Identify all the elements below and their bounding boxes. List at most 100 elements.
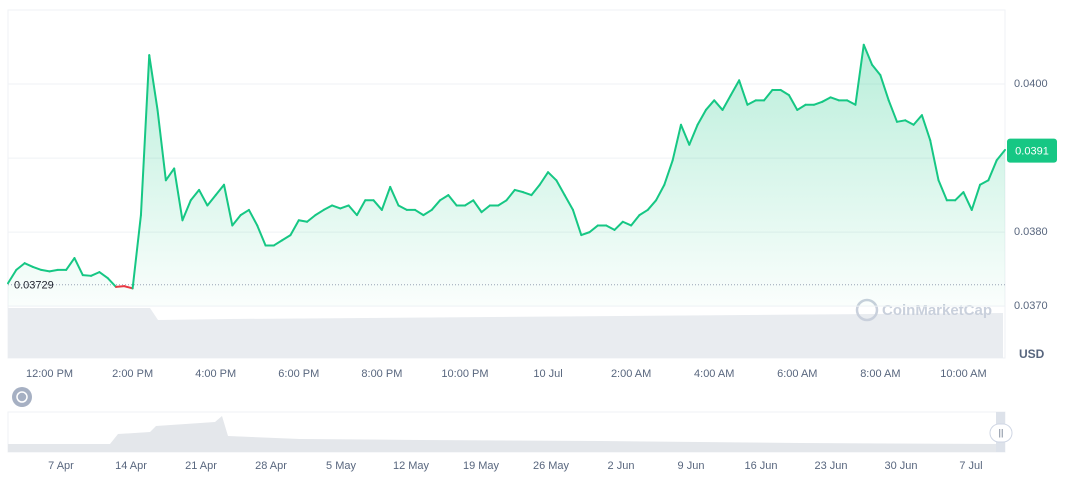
price-segment: [920, 114, 932, 142]
handle-grip: ||: [999, 427, 1004, 437]
price-segment: [671, 123, 682, 162]
price-segment: [987, 159, 998, 182]
price-segment: [937, 179, 948, 202]
history-icon: [16, 391, 28, 403]
price-segment: [189, 188, 201, 202]
y-tick-label: 0.0400: [1014, 78, 1048, 90]
current-price-label: 0.0391: [1015, 146, 1049, 158]
x-tick-label: 6:00 AM: [777, 368, 817, 380]
x-tick-label: 12:00 PM: [26, 368, 73, 380]
price-segment: [339, 204, 350, 210]
navigator-handle[interactable]: [989, 423, 1013, 443]
navigator-date: 7 Jul: [959, 460, 982, 472]
x-tick-label: 2:00 PM: [112, 368, 153, 380]
price-segment: [912, 114, 923, 126]
price-segment: [281, 234, 292, 242]
price-segment: [829, 96, 840, 102]
price-segment: [380, 185, 392, 211]
price-segment: [98, 271, 109, 280]
price-segment: [306, 214, 317, 223]
price-segment: [547, 171, 558, 182]
price-segment: [696, 108, 707, 126]
price-segment: [679, 123, 691, 146]
price-segment: [513, 188, 525, 194]
price-segment: [297, 219, 309, 223]
price-segment: [23, 262, 34, 268]
y-tick-label: 0.0380: [1014, 226, 1048, 238]
x-tick-label: 4:00 AM: [694, 368, 734, 380]
price-segment: [530, 183, 541, 197]
price-segment: [846, 99, 857, 106]
price-segment: [81, 274, 93, 277]
price-segment: [422, 208, 433, 217]
price-segment: [355, 199, 367, 217]
price-segment: [181, 199, 192, 222]
price-segment: [73, 257, 84, 277]
price-segment: [962, 191, 973, 211]
price-segment: [571, 208, 583, 237]
price-segment: [322, 204, 334, 211]
price-segment: [231, 214, 242, 227]
x-tick-label: 8:00 PM: [361, 368, 402, 380]
price-segment: [7, 268, 18, 285]
price-segment: [173, 167, 184, 222]
price-segment: [638, 208, 649, 217]
baseline-label: 0.03729: [14, 280, 54, 292]
price-segment: [688, 123, 699, 146]
price-segment: [272, 239, 284, 247]
price-segment: [954, 191, 965, 202]
price-segment: [605, 224, 616, 231]
price-segment: [48, 268, 59, 273]
price-segment: [314, 208, 325, 217]
price-segment: [588, 224, 599, 234]
navigator-date: 14 Apr: [115, 460, 147, 472]
price-segment: [472, 199, 483, 214]
x-tick-label: 10 Jul: [533, 368, 562, 380]
history-button[interactable]: [12, 387, 32, 407]
price-segment: [430, 199, 442, 211]
navigator-date: 30 Jun: [884, 460, 917, 472]
navigator-date: 12 May: [393, 460, 430, 472]
price-segment: [463, 199, 475, 207]
price-segment: [663, 159, 674, 186]
price-segment: [497, 199, 508, 207]
x-tick-label: 6:00 PM: [278, 368, 319, 380]
price-segment: [164, 167, 176, 182]
x-tick-label: 10:00 PM: [441, 368, 488, 380]
navigator-date: 9 Jun: [678, 460, 705, 472]
price-segment: [970, 183, 982, 211]
y-tick-label: 0.0370: [1014, 300, 1048, 312]
x-tick-label: 10:00 AM: [940, 368, 986, 380]
price-segment: [106, 277, 118, 288]
price-segment: [239, 208, 250, 217]
x-tick-label: 8:00 AM: [860, 368, 900, 380]
navigator-date: 2 Jun: [608, 460, 635, 472]
price-segment: [40, 268, 51, 273]
price-segment: [198, 188, 209, 207]
price-segment: [223, 183, 234, 227]
price-segment: [854, 43, 865, 106]
price-segment: [522, 191, 533, 197]
price-segment: [979, 179, 990, 186]
price-segment: [812, 100, 824, 106]
price-area: [8, 44, 1005, 307]
price-segment: [630, 214, 641, 227]
price-segment: [646, 199, 658, 211]
price-segment: [447, 194, 458, 207]
navigator-date: 28 Apr: [255, 460, 287, 472]
price-segment: [397, 204, 408, 211]
price-segment: [214, 183, 226, 197]
price-segment: [389, 185, 400, 207]
currency-label: USD: [1019, 347, 1045, 361]
price-segment: [787, 94, 799, 111]
price-segment: [621, 220, 633, 227]
price-segment: [289, 219, 300, 237]
price-segment: [555, 179, 566, 197]
price-segment: [904, 119, 915, 126]
price-segment: [779, 88, 790, 97]
price-segment: [439, 194, 450, 202]
navigator-date: 23 Jun: [814, 460, 847, 472]
price-segment: [580, 231, 591, 237]
